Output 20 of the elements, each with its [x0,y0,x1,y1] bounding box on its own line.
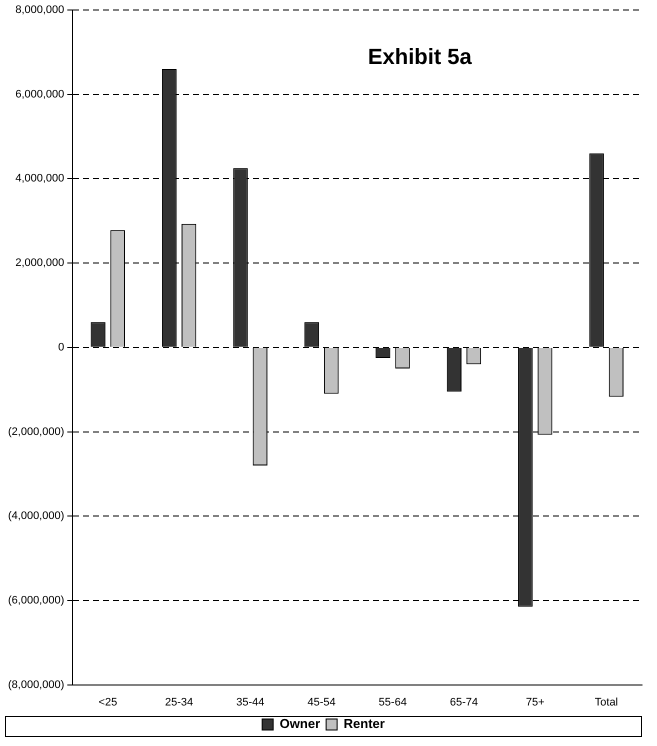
y-tick-label: 2,000,000 [15,257,64,270]
y-tick-label: 0 [58,341,64,354]
y-tick-label: 4,000,000 [15,172,64,185]
x-tick-label: 25-34 [165,696,194,708]
y-tick-label: 6,000,000 [15,88,64,100]
x-tick-label: 45-54 [307,696,336,708]
y-tick-label: (4,000,000) [8,510,64,522]
x-tick-label: <25 [98,696,118,708]
x-tick-label: 55-64 [378,696,407,708]
y-tick-label: (8,000,000) [8,678,64,691]
x-tick-label: 75+ [526,696,545,708]
x-tick-label: 35-44 [236,696,264,708]
legend-label: Renter [344,716,385,732]
x-tick-label: Total [594,696,618,708]
x-tick-label: 65-74 [450,696,478,708]
y-tick-label: 8,000,000 [15,4,64,16]
legend-label: Owner [280,716,320,732]
y-tick-label: (2,000,000) [8,426,64,438]
text: Exhibit 5a [368,44,473,70]
y-tick-label: (6,000,000) [8,594,64,606]
